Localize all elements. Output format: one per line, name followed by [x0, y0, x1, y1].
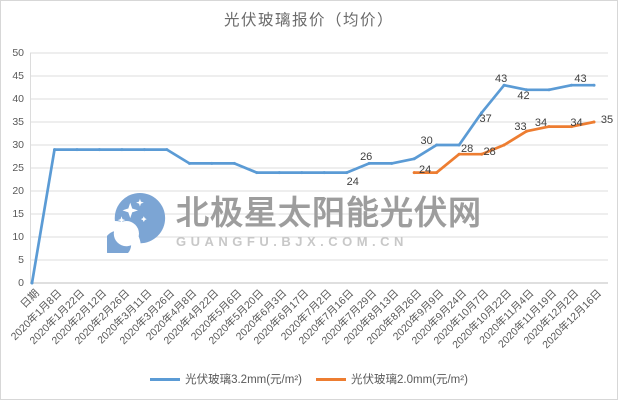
- y-axis-tick-label: 35: [12, 115, 24, 128]
- y-axis-tick-label: 0: [18, 276, 24, 289]
- data-point: [525, 88, 529, 92]
- data-point: [570, 83, 573, 87]
- watermark-brand: 北极星太阳能光伏网: [176, 194, 482, 232]
- data-label: 33: [514, 121, 527, 134]
- watermark: 北极星太阳能光伏网 GUANGFU.BJX.COM.CN: [107, 191, 482, 253]
- y-axis-tick-label: 10: [12, 230, 24, 243]
- legend-item: 光伏玻璃2.0mm(元/m²): [316, 371, 468, 387]
- data-point: [592, 83, 596, 87]
- data-point: [97, 148, 101, 152]
- data-point: [120, 148, 124, 152]
- data-label: 35: [600, 114, 614, 126]
- chart-title: 光伏玻璃报价（均价）: [223, 12, 394, 29]
- legend-line-swatch: [150, 377, 181, 381]
- data-point: [592, 120, 596, 124]
- data-label: 30: [420, 135, 433, 147]
- series-line: [30, 83, 596, 285]
- data-point: [75, 148, 79, 152]
- data-point: [435, 171, 439, 175]
- legend-label: 光伏玻璃3.2mm(元/m²): [185, 374, 302, 386]
- data-label: 34: [570, 116, 583, 129]
- data-label: 24: [346, 175, 359, 188]
- series-line: [412, 120, 596, 174]
- bjx-logo-icon: [107, 192, 166, 253]
- data-point: [457, 143, 461, 147]
- data-point: [547, 125, 551, 129]
- data-point: [345, 171, 349, 175]
- data-point: [435, 143, 439, 147]
- data-point: [457, 152, 461, 156]
- data-label: 24: [419, 163, 432, 176]
- y-axis-tick-label: 45: [12, 69, 24, 82]
- data-point: [412, 157, 416, 161]
- data-point: [210, 161, 214, 165]
- data-label: 37: [479, 112, 492, 125]
- data-point: [502, 143, 506, 147]
- y-axis-tick-label: 25: [12, 161, 24, 174]
- data-point: [480, 152, 484, 156]
- y-axis-tick-label: 50: [12, 46, 24, 59]
- y-axis-tick-label: 30: [12, 138, 24, 151]
- data-point: [570, 125, 573, 129]
- data-point: [165, 148, 169, 152]
- data-label: 34: [534, 116, 548, 129]
- data-point: [142, 148, 146, 152]
- data-point: [480, 111, 484, 115]
- watermark-text: 北极星太阳能光伏网 GUANGFU.BJX.COM.CN: [176, 194, 482, 249]
- data-label: 42: [517, 89, 530, 102]
- data-point: [547, 88, 551, 92]
- data-point: [390, 161, 394, 165]
- data-point: [30, 281, 34, 285]
- data-point: [53, 148, 56, 152]
- y-axis-tick-label: 20: [12, 184, 24, 197]
- legend-label: 光伏玻璃2.0mm(元/m²): [351, 374, 468, 386]
- data-point: [187, 161, 191, 165]
- data-point: [367, 161, 371, 165]
- y-axis-tick-label: 5: [18, 253, 24, 266]
- watermark-url: GUANGFU.BJX.COM.CN: [176, 233, 408, 249]
- legend: 光伏玻璃3.2mm(元/m²) 光伏玻璃2.0mm(元/m²): [1, 371, 617, 387]
- data-point: [277, 171, 281, 175]
- data-label: 28: [460, 143, 474, 156]
- data-point: [300, 171, 304, 175]
- data-label: 28: [483, 146, 496, 159]
- data-point: [232, 161, 236, 165]
- data-point: [412, 171, 416, 175]
- data-point: [255, 171, 259, 175]
- data-point: [322, 171, 326, 175]
- y-axis-tick-label: 15: [12, 207, 24, 220]
- data-label: 43: [494, 73, 508, 86]
- legend-item: 光伏玻璃3.2mm(元/m²): [150, 371, 302, 387]
- data-point: [525, 129, 529, 133]
- y-axis-tick-label: 40: [12, 92, 24, 105]
- legend-line-swatch: [316, 377, 346, 381]
- data-label: 26: [360, 151, 373, 164]
- data-label: 43: [574, 73, 587, 86]
- data-point: [502, 83, 506, 87]
